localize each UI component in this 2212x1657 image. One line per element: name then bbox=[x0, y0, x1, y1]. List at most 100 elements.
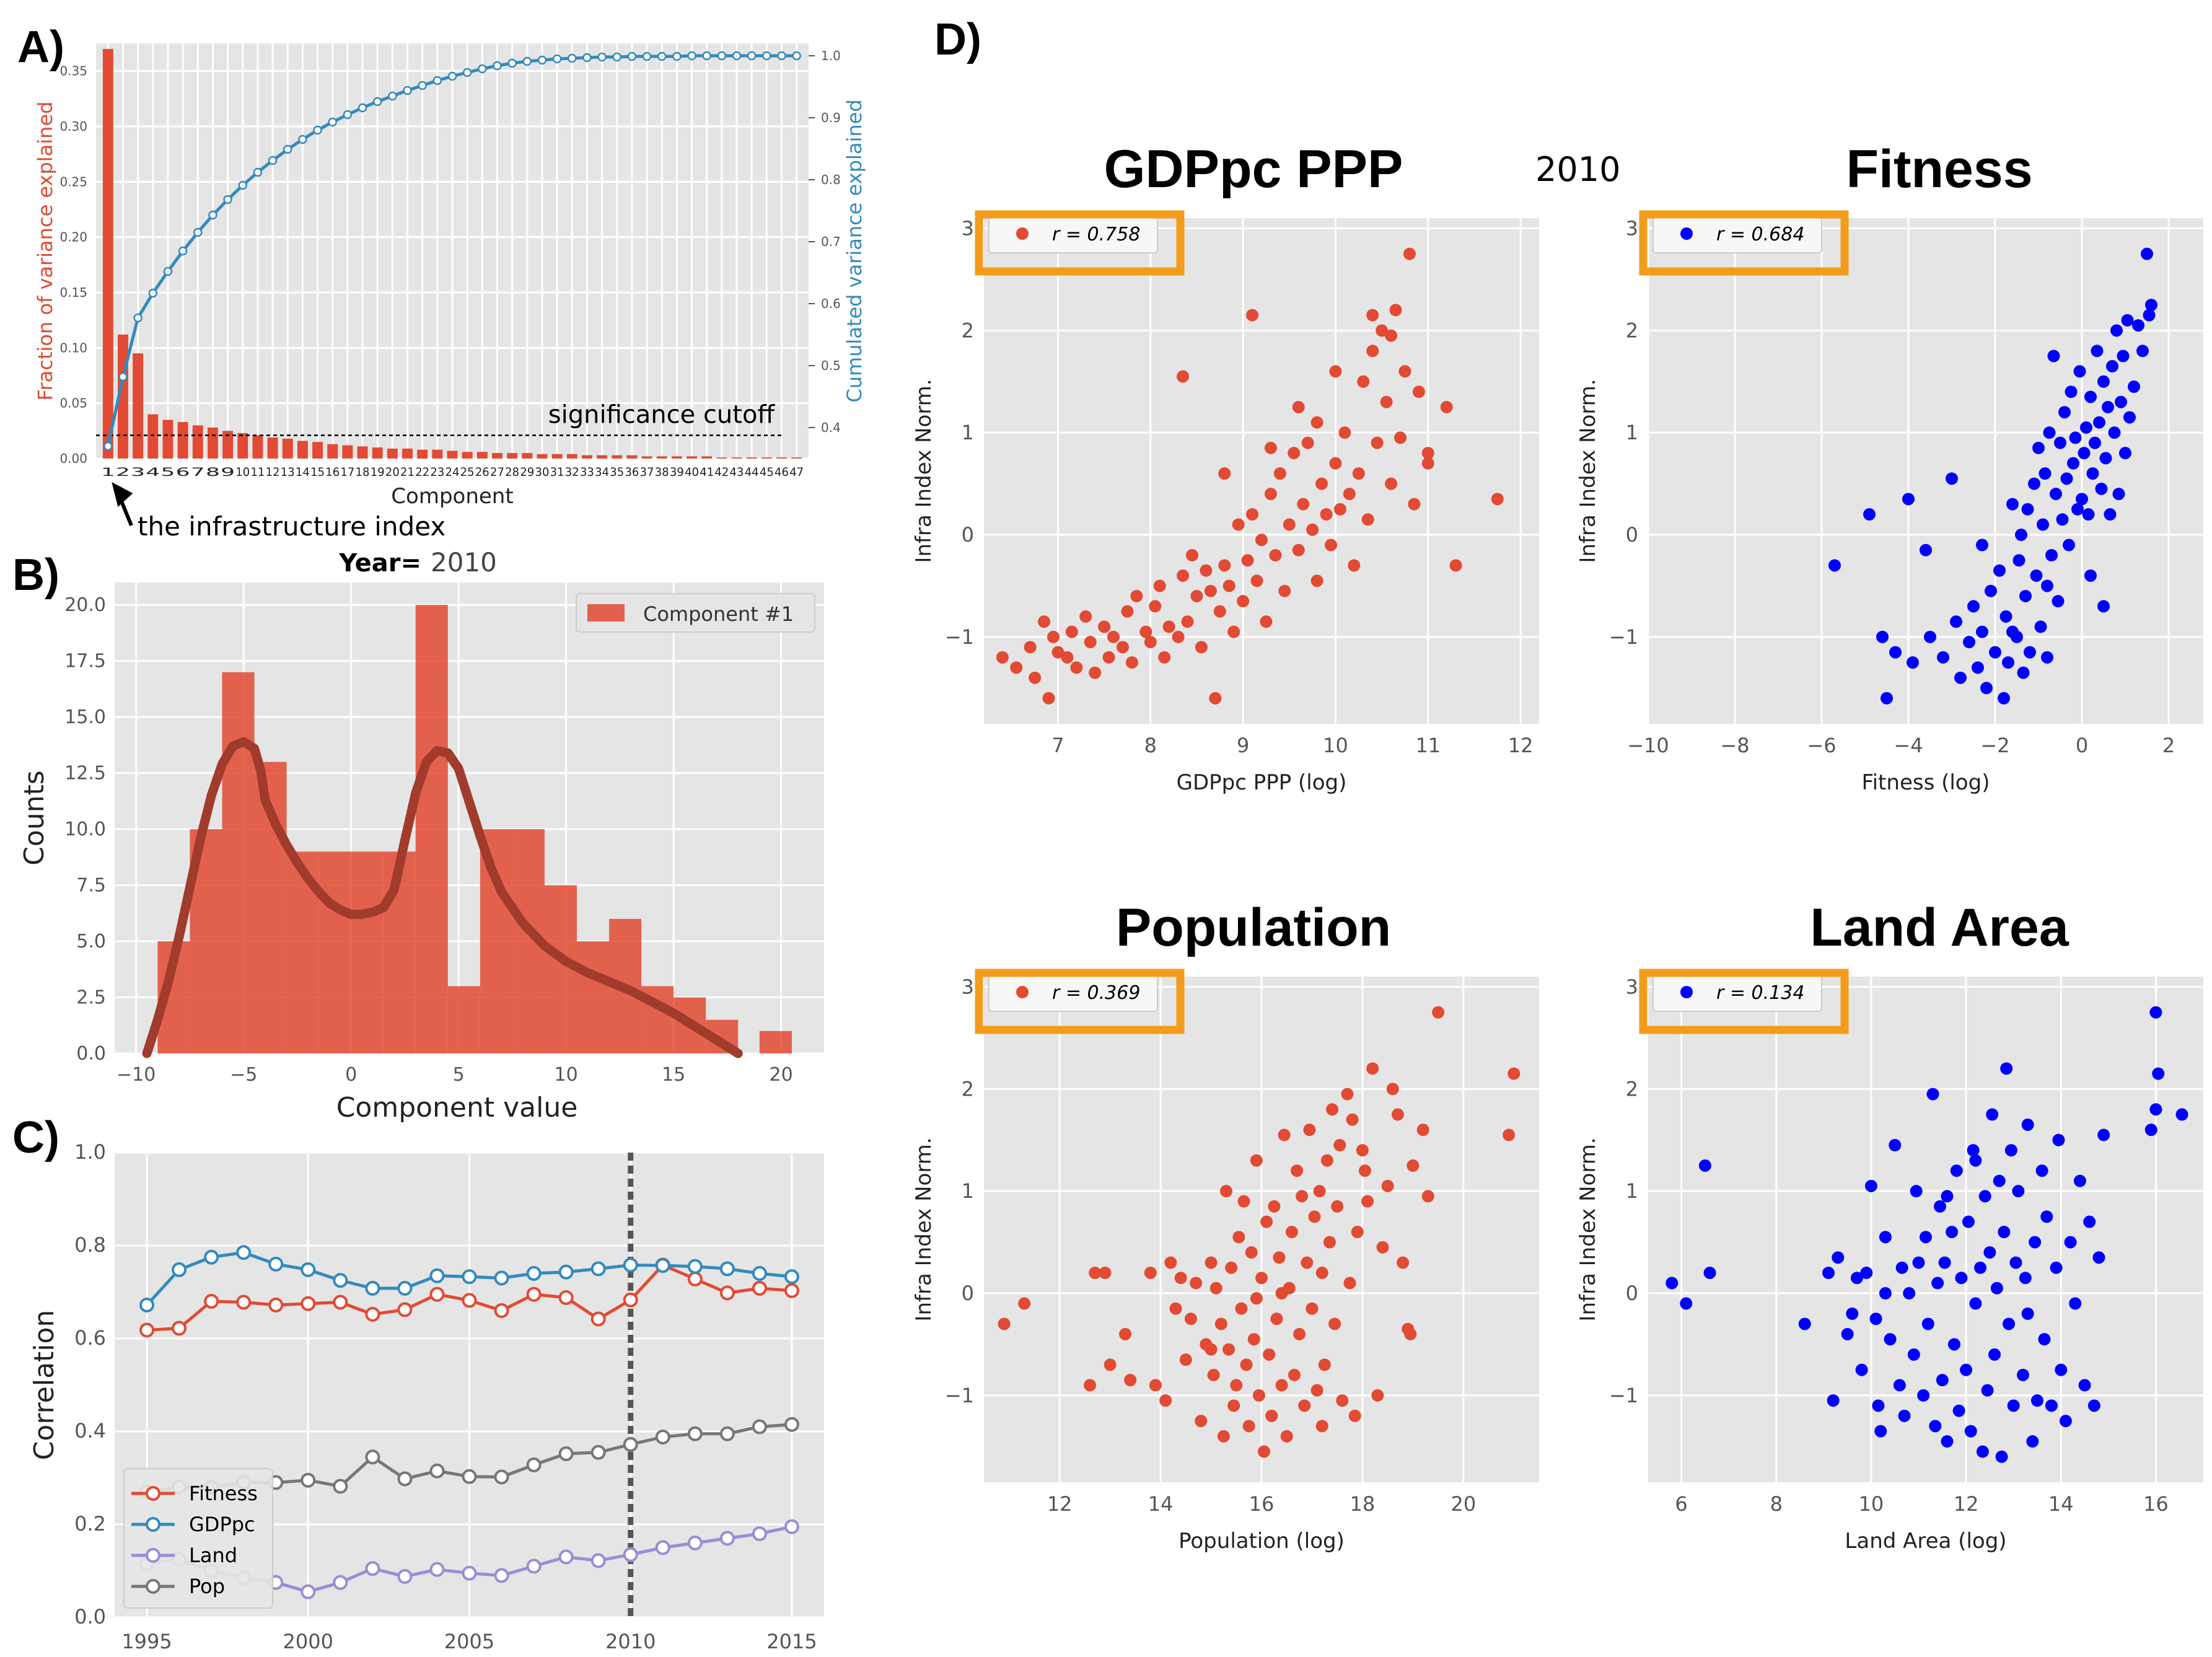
scatter-point bbox=[1326, 1103, 1339, 1116]
chart-b-histogram: 0.0 2.5 5.0 7.5 10.0 12.5 15.0 17.5 20.0 −10 −5 0 5 1… bbox=[19, 547, 824, 1123]
xtick-label-a: 44 bbox=[745, 465, 759, 479]
xtick-label-a: 20 bbox=[385, 465, 400, 479]
scatter-point bbox=[2119, 447, 2131, 460]
xtick-label: 14 bbox=[2048, 1492, 2074, 1516]
series-point-gdppc bbox=[365, 1281, 380, 1296]
scatter-point bbox=[2012, 1185, 2025, 1198]
scatter-point bbox=[1310, 416, 1323, 429]
scatter-point bbox=[2000, 1062, 2013, 1075]
scatter-point bbox=[1024, 641, 1037, 654]
series-point-gdppc bbox=[397, 1281, 413, 1296]
xlabel: Land Area (log) bbox=[1845, 1529, 2006, 1554]
cumulative-point bbox=[568, 53, 577, 63]
scatter-point bbox=[1990, 1281, 2003, 1294]
cumulative-point bbox=[388, 91, 397, 101]
scatter-point bbox=[1371, 1389, 1384, 1402]
xtick-label-a: 19 bbox=[371, 465, 385, 479]
scatter-point bbox=[1153, 579, 1166, 592]
scatter-point bbox=[1213, 605, 1226, 618]
bar bbox=[417, 449, 428, 459]
scatter-point bbox=[996, 651, 1009, 664]
ylabel: Infra Index Norm. bbox=[911, 1137, 936, 1321]
scatter-point bbox=[1855, 1363, 1868, 1376]
scatter-point bbox=[1301, 436, 1314, 449]
scatter-point bbox=[1389, 304, 1402, 317]
cumulative-point bbox=[672, 51, 682, 61]
series-point-gdppc bbox=[719, 1261, 735, 1277]
ytick-label-a: 0.20 bbox=[59, 230, 87, 245]
scatter-point bbox=[1313, 1185, 1326, 1198]
scatter-point bbox=[2175, 1108, 2188, 1121]
xtick-label: 16 bbox=[1249, 1492, 1275, 1516]
scatter-point bbox=[1246, 309, 1259, 322]
scatter-point bbox=[1993, 1174, 2006, 1187]
hist-bar bbox=[351, 851, 384, 1053]
xtick-label-c: 2005 bbox=[444, 1630, 494, 1653]
scatter-point bbox=[2099, 452, 2112, 465]
series-point-gdppc bbox=[268, 1257, 284, 1272]
series-point-land bbox=[719, 1531, 735, 1546]
scatter-point bbox=[1356, 1144, 1369, 1157]
series-point-pop bbox=[719, 1426, 735, 1441]
series-point-gdppc bbox=[623, 1257, 638, 1273]
series-point-pop bbox=[590, 1444, 606, 1460]
ytick-label: 2 bbox=[1626, 1077, 1638, 1101]
scatter-point bbox=[1962, 1215, 1975, 1228]
scatter-point bbox=[1230, 1379, 1243, 1392]
cumulative-point bbox=[343, 110, 353, 120]
xtick-label: 2 bbox=[2162, 734, 2175, 757]
bar bbox=[342, 445, 353, 459]
bar bbox=[581, 455, 592, 459]
xtick-label: −10 bbox=[1627, 734, 1669, 757]
scatter-point bbox=[2007, 1399, 2020, 1412]
ytick-label-b: 5.0 bbox=[76, 931, 106, 952]
annotation-arrow-head bbox=[112, 482, 133, 507]
scatter-point bbox=[1954, 671, 1967, 684]
scatter-point bbox=[2097, 375, 2110, 388]
annotation-label: the infrastructure index bbox=[138, 511, 445, 542]
scatter-point bbox=[2056, 513, 2069, 526]
scatter-point bbox=[2021, 503, 2034, 516]
highlight-frame bbox=[975, 969, 1185, 1034]
scatter-point bbox=[1306, 1302, 1319, 1315]
xtick-label-b: −10 bbox=[116, 1064, 156, 1086]
scatter-point bbox=[1331, 1200, 1344, 1213]
scatter-point bbox=[1158, 651, 1171, 664]
scatter-point bbox=[1976, 625, 1988, 638]
scatter-point bbox=[1380, 395, 1393, 408]
scatter-point bbox=[1503, 1128, 1516, 1141]
scatter-point bbox=[1941, 1190, 1954, 1203]
cumulative-point bbox=[403, 86, 412, 95]
bar bbox=[656, 456, 667, 459]
xtick-label: 7 bbox=[1051, 734, 1064, 757]
scatter-point bbox=[1070, 661, 1083, 674]
scatter-point bbox=[1291, 1164, 1304, 1177]
cumulative-point bbox=[118, 372, 128, 382]
xtick-label-a: 43 bbox=[730, 465, 744, 479]
xtick-label: 8 bbox=[1144, 734, 1157, 757]
scatter-point bbox=[1946, 1226, 1959, 1239]
bar bbox=[372, 447, 383, 459]
ytick-label-b: 20.0 bbox=[64, 594, 106, 616]
scatter-point bbox=[1998, 692, 2010, 705]
xtick-label-a: 3 bbox=[131, 465, 145, 479]
bar bbox=[761, 457, 772, 459]
series-point-pop bbox=[397, 1471, 413, 1487]
bar bbox=[162, 420, 173, 459]
scatter-point bbox=[2037, 518, 2049, 531]
scatter-point bbox=[1242, 1420, 1255, 1433]
bar bbox=[687, 456, 698, 459]
xtick-label-b: 5 bbox=[453, 1064, 465, 1086]
hist-bar bbox=[447, 986, 480, 1053]
xtick-label-a: 28 bbox=[505, 465, 519, 479]
xtick-label-a: 40 bbox=[685, 465, 699, 479]
scatter-point bbox=[2029, 1236, 2042, 1249]
cumulative-point bbox=[447, 71, 457, 81]
scatter-point bbox=[2144, 1123, 2157, 1136]
scatter-point bbox=[1941, 1435, 1954, 1448]
series-point-gdppc bbox=[526, 1266, 542, 1281]
scatter-point bbox=[1250, 574, 1263, 587]
legend-marker bbox=[1680, 227, 1693, 240]
xtick-label-a: 25 bbox=[460, 465, 475, 479]
